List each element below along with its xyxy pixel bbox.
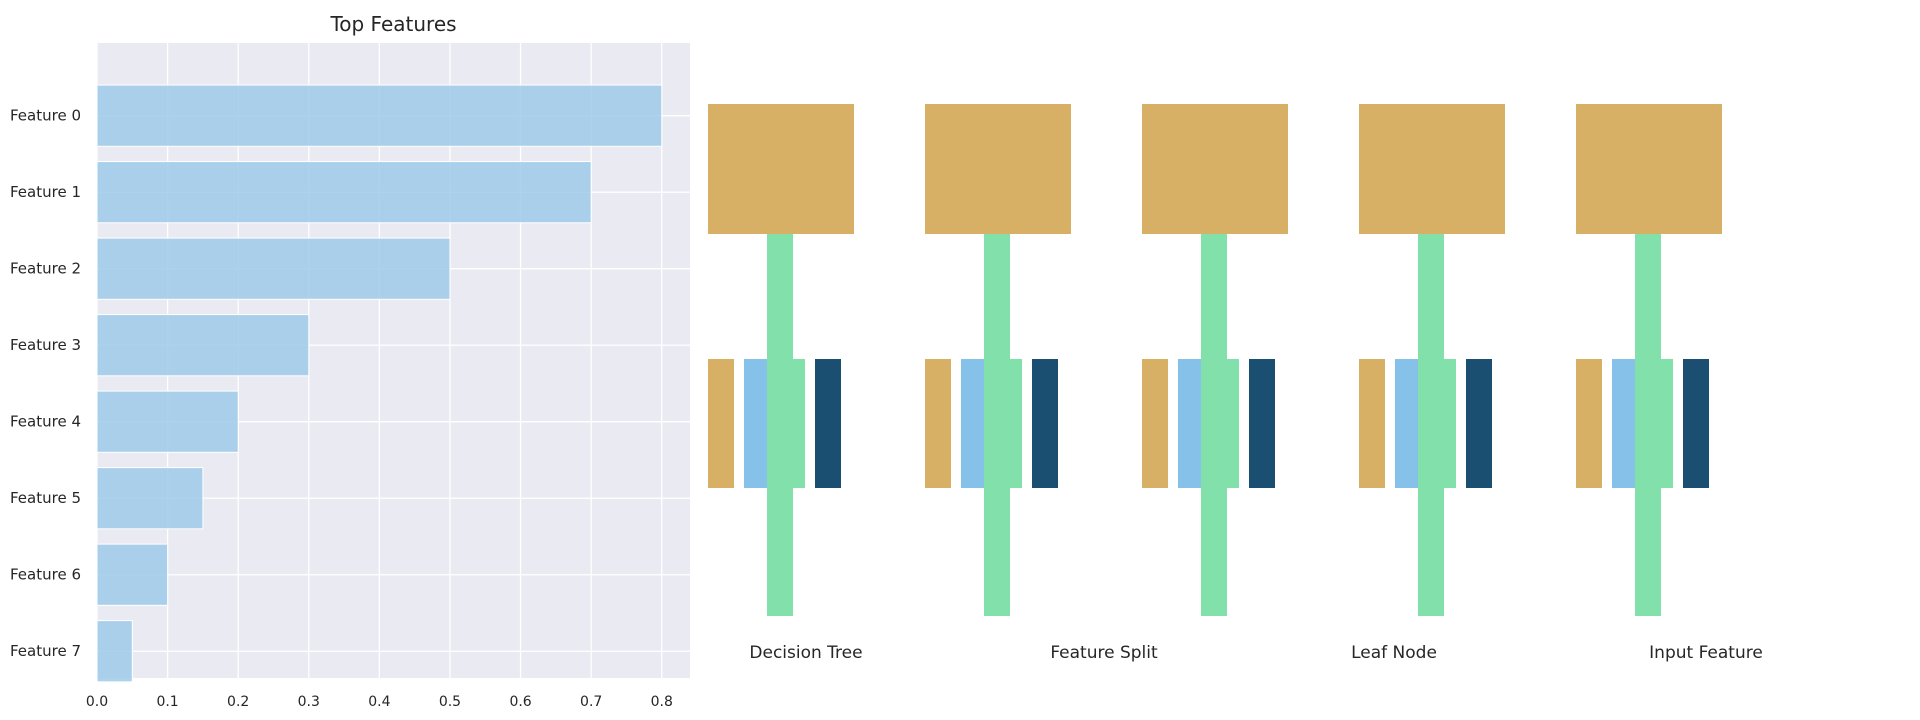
node-box (1359, 104, 1505, 234)
y-tick-label: Feature 0 (10, 107, 81, 125)
y-tick-label: Feature 4 (10, 413, 81, 431)
diagram-nodes (708, 104, 1722, 616)
node-box (925, 104, 1071, 234)
y-tick-label: Feature 2 (10, 260, 81, 278)
y-tick-labels: Feature 0 Feature 1 Feature 2 Feature 3 Feat… (10, 107, 81, 661)
x-tick-label: 0.5 (439, 694, 461, 710)
stem (1201, 234, 1227, 616)
x-tick-label: 0.7 (580, 694, 602, 710)
tree-node-4 (1359, 104, 1505, 616)
swatch-dark-blue (1249, 359, 1275, 488)
swatch-light-blue (1612, 359, 1638, 488)
swatch-light-blue (1395, 359, 1421, 488)
swatch-dark-blue (1466, 359, 1492, 488)
bar-feature-7 (96, 620, 133, 683)
y-tick-label: Feature 3 (10, 336, 81, 354)
stem (1635, 234, 1661, 616)
x-tick-label: 0.8 (651, 694, 673, 710)
swatch-light-blue (1178, 359, 1204, 488)
swatch-light-blue (961, 359, 987, 488)
x-tick-label: 0.1 (156, 694, 178, 710)
bar-feature-2 (96, 237, 451, 300)
bar-feature-5 (96, 467, 204, 530)
legend-label: Leaf Node (1351, 643, 1437, 663)
node-box (1576, 104, 1722, 234)
stem (1418, 234, 1444, 616)
legend-label: Decision Tree (749, 643, 862, 663)
swatch-light-blue (744, 359, 770, 488)
swatch-orange (1359, 359, 1385, 488)
y-tick-label: Feature 6 (10, 566, 81, 584)
bar-feature-1 (96, 161, 592, 224)
y-tick-label: Feature 1 (10, 183, 81, 201)
swatch-orange (1576, 359, 1602, 488)
stem (767, 234, 793, 616)
tree-node-3 (1142, 104, 1288, 616)
x-tick-label: 0.0 (86, 694, 108, 710)
swatch-orange (708, 359, 734, 488)
y-tick-label: Feature 5 (10, 489, 81, 507)
feature-importance-chart: Feature 0 Feature 1 Feature 2 Feature 3 Feat… (10, 12, 690, 710)
legend-label: Feature Split (1050, 643, 1158, 663)
bar-feature-0 (96, 84, 663, 147)
tree-node-1 (708, 104, 854, 616)
bars (96, 84, 663, 683)
swatch-orange (925, 359, 951, 488)
swatch-orange (1142, 359, 1168, 488)
node-box (1142, 104, 1288, 234)
tree-node-2 (925, 104, 1071, 616)
swatch-dark-blue (1683, 359, 1709, 488)
bar-feature-6 (96, 543, 169, 606)
stem (984, 234, 1010, 616)
y-tick-label: Feature 7 (10, 642, 81, 660)
chart-title: Top Features (329, 12, 456, 36)
x-tick-label: 0.4 (368, 694, 390, 710)
swatch-dark-blue (1032, 359, 1058, 488)
x-tick-label: 0.6 (509, 694, 531, 710)
x-tick-label: 0.2 (227, 694, 249, 710)
x-tick-labels: 0.0 0.1 0.2 0.3 0.4 0.5 0.6 0.7 0.8 (86, 694, 673, 710)
x-tick-label: 0.3 (298, 694, 320, 710)
bar-feature-3 (96, 314, 310, 377)
legend-label: Input Feature (1649, 643, 1763, 663)
bar-feature-4 (96, 390, 239, 453)
tree-node-5 (1576, 104, 1722, 616)
swatch-dark-blue (815, 359, 841, 488)
node-box (708, 104, 854, 234)
diagram-legend: Decision Tree Feature Split Leaf Node Input… (749, 643, 1762, 663)
tree-diagram: Decision Tree Feature Split Leaf Node Input… (708, 104, 1763, 663)
